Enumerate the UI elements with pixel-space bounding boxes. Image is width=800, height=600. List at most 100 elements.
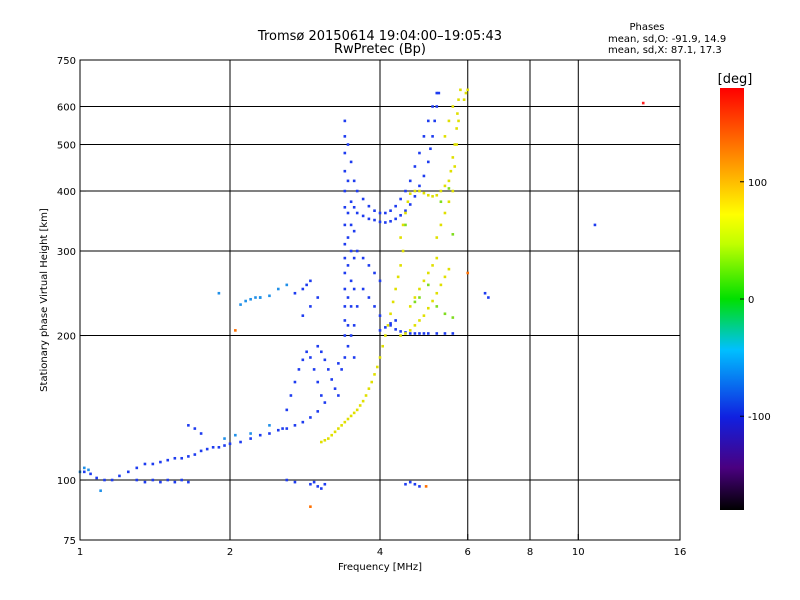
- colorbar-ticks: 100 0 -100: [740, 178, 771, 423]
- data-point: [447, 267, 451, 271]
- data-point: [433, 119, 436, 123]
- data-point: [346, 324, 350, 327]
- data-point: [323, 482, 327, 486]
- data-point: [340, 368, 343, 371]
- data-point: [343, 242, 347, 246]
- data-point: [394, 287, 397, 291]
- data-point: [343, 319, 347, 322]
- data-point: [99, 489, 102, 493]
- data-point: [408, 192, 412, 195]
- data-point: [418, 151, 421, 155]
- data-point: [451, 105, 455, 108]
- x-tick-label: 16: [674, 547, 687, 558]
- data-point: [343, 287, 347, 291]
- data-point: [426, 160, 430, 164]
- data-point: [361, 287, 365, 291]
- data-point: [343, 334, 347, 337]
- data-point: [355, 408, 359, 412]
- data-point: [343, 223, 347, 227]
- data-point: [103, 478, 106, 482]
- data-point: [384, 211, 387, 215]
- data-point: [422, 135, 426, 138]
- data-point: [451, 233, 455, 236]
- data-point: [95, 476, 98, 480]
- data-point: [312, 480, 316, 484]
- data-point: [352, 324, 356, 327]
- y-tick-label: 750: [57, 56, 76, 67]
- data-point: [443, 312, 447, 316]
- data-point: [352, 229, 356, 233]
- data-point: [352, 205, 356, 209]
- data-point: [309, 279, 312, 283]
- data-point: [173, 480, 177, 484]
- data-point: [346, 296, 350, 299]
- data-point: [151, 462, 155, 466]
- data-point: [451, 189, 455, 193]
- data-point: [343, 420, 347, 424]
- data-point: [223, 444, 226, 447]
- data-point: [435, 256, 439, 260]
- data-point: [337, 427, 340, 430]
- data-point: [408, 179, 412, 183]
- data-point: [408, 305, 412, 308]
- colorbar-tick-label: 100: [748, 178, 767, 189]
- data-point: [443, 332, 447, 335]
- data-point: [337, 362, 340, 365]
- data-point: [285, 427, 289, 430]
- data-point: [82, 466, 86, 470]
- data-point: [193, 453, 197, 456]
- data-point: [323, 358, 327, 362]
- data-point: [364, 394, 368, 397]
- x-tick-label: 4: [377, 547, 383, 558]
- data-point: [199, 432, 203, 435]
- data-point: [429, 147, 432, 151]
- data-point: [431, 135, 434, 138]
- data-point: [389, 209, 392, 213]
- x-tick-label: 10: [572, 547, 585, 558]
- y-tick-label: 100: [57, 476, 76, 487]
- data-point: [453, 143, 457, 146]
- data-point: [343, 356, 347, 359]
- data-point: [297, 368, 301, 371]
- data-point: [346, 179, 350, 183]
- data-point: [389, 324, 392, 327]
- data-point: [343, 151, 347, 155]
- data-point: [443, 275, 447, 279]
- data-point: [487, 296, 490, 299]
- data-point: [431, 264, 434, 267]
- data-point: [316, 296, 320, 299]
- data-point: [422, 191, 426, 195]
- data-point: [361, 256, 365, 260]
- data-point: [333, 430, 337, 434]
- data-point: [394, 217, 397, 221]
- data-point: [249, 297, 252, 301]
- data-point: [378, 279, 382, 283]
- data-point: [268, 432, 271, 435]
- data-point: [346, 344, 350, 348]
- data-point: [87, 468, 90, 472]
- data-point: [641, 101, 645, 105]
- data-point: [455, 127, 458, 130]
- data-point: [254, 296, 257, 299]
- data-point: [408, 332, 412, 335]
- data-point: [384, 326, 387, 329]
- data-point: [435, 105, 439, 108]
- data-point: [343, 271, 347, 275]
- data-point: [293, 380, 297, 384]
- data-point: [346, 264, 350, 267]
- x-axis-ticks: 1 2 4 6 8 10 16: [77, 534, 687, 558]
- data-point: [135, 466, 139, 470]
- data-point: [413, 195, 417, 198]
- data-point: [305, 350, 308, 354]
- data-point: [404, 482, 407, 486]
- data-point: [173, 456, 177, 460]
- data-point: [422, 332, 426, 335]
- data-point: [451, 332, 455, 335]
- data-point: [82, 470, 86, 474]
- data-point: [453, 165, 457, 168]
- data-point: [401, 249, 405, 253]
- data-point: [439, 283, 443, 287]
- data-point: [320, 394, 323, 397]
- data-point: [437, 91, 441, 95]
- data-point: [309, 305, 312, 308]
